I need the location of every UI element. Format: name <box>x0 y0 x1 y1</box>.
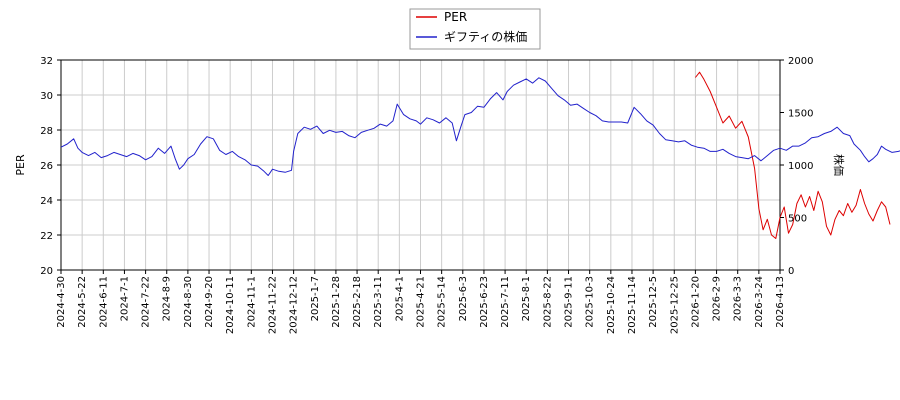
y-axis-left: 20 22 24 26 28 30 32 <box>40 56 61 277</box>
x-tick-label: 2025-8-22 <box>542 276 553 328</box>
x-tick-label: 2026-3-3 <box>733 276 744 321</box>
x-tick-label: 2024-12-12 <box>289 276 300 334</box>
y-right-tick-label: 1000 <box>788 161 813 172</box>
x-tick-label: 2024-9-20 <box>204 276 215 328</box>
y-right-tick-label: 500 <box>788 214 807 225</box>
x-tick-label: 2024-10-11 <box>225 276 236 334</box>
x-tick-label: 2025-8-1 <box>521 276 532 321</box>
y-left-tick-label: 20 <box>40 266 53 277</box>
x-tick-label: 2024-11-22 <box>267 276 278 334</box>
x-tick-label: 2025-4-21 <box>416 276 427 328</box>
x-tick-label: 2025-11-14 <box>627 276 638 334</box>
x-tick-label: 2026-1-20 <box>690 276 701 328</box>
y-left-tick-label: 32 <box>40 56 53 67</box>
x-tick-label: 2024-6-11 <box>98 276 109 328</box>
y-left-tick-label: 28 <box>40 126 53 137</box>
x-tick-label: 2025-10-24 <box>606 276 617 334</box>
legend-label-price: ギフティの株価 <box>444 29 527 44</box>
x-tick-label: 2025-7-11 <box>500 276 511 328</box>
x-tick-label: 2025-6-23 <box>479 276 490 328</box>
y-left-tick-label: 24 <box>40 196 53 207</box>
y-right-tick-label: 1500 <box>788 109 813 120</box>
x-tick-label: 2024-7-22 <box>141 276 152 328</box>
x-tick-label: 2024-5-22 <box>77 276 88 328</box>
y-left-tick-label: 22 <box>40 231 53 242</box>
x-tick-label: 2025-9-11 <box>564 276 575 328</box>
x-tick-label: 2025-5-14 <box>437 276 448 328</box>
y-left-tick-label: 30 <box>40 91 53 102</box>
x-tick-label: 2024-7-1 <box>119 276 130 321</box>
x-tick-label: 2025-1-28 <box>331 276 342 328</box>
series-line-per <box>695 71 891 239</box>
x-axis: 2024-4-30 2024-5-22 2024-6-11 2024-7-1 2024-… <box>56 270 786 334</box>
y-left-tick-label: 26 <box>40 161 53 172</box>
x-tick-label: 2024-8-9 <box>162 276 173 321</box>
series-layer <box>60 71 900 239</box>
x-tick-label: 2024-8-30 <box>183 276 194 328</box>
x-tick-label: 2026-3-24 <box>754 276 765 328</box>
x-tick-label: 2025-4-1 <box>394 276 405 321</box>
legend: PER ギフティの株価 <box>409 8 541 50</box>
x-tick-label: 2025-12-25 <box>669 276 680 334</box>
y-axis-left-label: PER <box>14 154 27 176</box>
x-tick-label: 2026-4-13 <box>775 276 786 328</box>
grid <box>60 59 781 271</box>
x-tick-label: 2025-12-5 <box>648 276 659 328</box>
legend-box <box>409 8 541 50</box>
x-tick-label: 2024-4-30 <box>56 276 67 328</box>
y-right-tick-label: 2000 <box>788 56 813 67</box>
x-tick-label: 2025-10-3 <box>585 276 596 328</box>
x-tick-label: 2025-6-3 <box>458 276 469 321</box>
series-line-price <box>60 77 900 176</box>
x-tick-label: 2025-2-18 <box>352 276 363 328</box>
x-tick-label: 2024-11-1 <box>246 276 257 328</box>
y-axis-right: 0 500 1000 1500 2000 <box>780 56 813 277</box>
x-tick-label: 2026-2-9 <box>712 276 723 321</box>
x-tick-label: 2025-1-7 <box>310 276 321 321</box>
legend-label-per: PER <box>444 10 467 24</box>
y-axis-right-label: 株価 <box>832 154 846 176</box>
y-right-tick-label: 0 <box>788 266 794 277</box>
x-tick-label: 2025-3-11 <box>373 276 384 328</box>
